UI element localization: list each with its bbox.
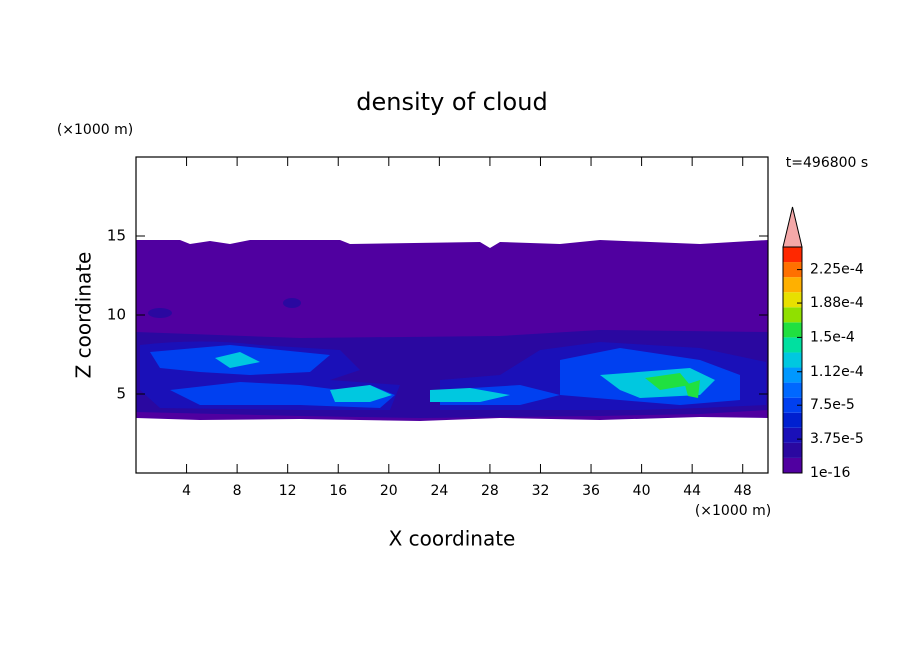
- x-tick-label: 12: [279, 483, 297, 499]
- colorbar-bin: [783, 247, 802, 263]
- colorbar-tick-label: 1e-16: [810, 465, 850, 481]
- colorbar-bin: [783, 277, 802, 293]
- x-tick-label: 4: [182, 483, 191, 499]
- x-tick-label: 32: [532, 483, 550, 499]
- colorbar-tick-label: 3.75e-5: [810, 431, 864, 447]
- x-tick-label: 24: [430, 483, 448, 499]
- colorbar-bin: [783, 352, 802, 368]
- colorbar-frame: [782, 246, 803, 474]
- y-tick-label: 5: [116, 385, 126, 403]
- contour-region: [430, 388, 510, 402]
- colorbar-bin: [783, 397, 802, 413]
- x-tick-label: 36: [582, 483, 600, 499]
- colorbar-bin: [783, 262, 802, 278]
- x-tick-label: 40: [633, 483, 651, 499]
- colorbar-bin: [783, 382, 802, 398]
- x-tick-label: 44: [683, 483, 701, 499]
- colorbar-bin: [783, 292, 802, 308]
- chart-title: density of cloud: [356, 88, 547, 116]
- contour-region: [645, 373, 690, 390]
- contour-region: [330, 385, 392, 402]
- contour-region: [148, 308, 172, 318]
- x-unit: (×1000 m): [695, 503, 771, 519]
- colorbar-bin: [783, 337, 802, 353]
- colorbar-bin: [783, 367, 802, 383]
- x-tick-label: 16: [329, 483, 347, 499]
- x-tick-label: 20: [380, 483, 398, 499]
- x-tick-label: 28: [481, 483, 499, 499]
- colorbar-bin: [783, 457, 802, 473]
- contour-field: [136, 240, 768, 421]
- y-tick-label: 15: [107, 227, 126, 245]
- x-tick-label: 8: [233, 483, 242, 499]
- colorbar-bin: [783, 412, 802, 428]
- colorbar-extend: [782, 206, 803, 248]
- colorbar-bin: [783, 427, 802, 443]
- annotation: t=496800 s: [786, 155, 868, 171]
- colorbar-bin: [783, 442, 802, 458]
- colorbar-tick-label: 1.5e-4: [810, 329, 855, 345]
- y-unit: (×1000 m): [57, 122, 133, 138]
- contour-region: [215, 352, 260, 368]
- x-axis-label: X coordinate: [389, 527, 516, 551]
- colorbar-tick-label: 1.12e-4: [810, 364, 864, 380]
- y-axis-label: Z coordinate: [72, 252, 96, 379]
- colorbar-tick-label: 1.88e-4: [810, 295, 864, 311]
- contour-region: [685, 380, 700, 398]
- colorbar-tick-label: 7.5e-5: [810, 397, 855, 413]
- contour-region: [283, 298, 301, 308]
- x-tick-label: 48: [734, 483, 752, 499]
- y-tick-label: 10: [107, 306, 126, 324]
- colorbar-tick-label: 2.25e-4: [810, 262, 864, 278]
- colorbar-bin: [783, 322, 802, 338]
- colorbar-bin: [783, 307, 802, 323]
